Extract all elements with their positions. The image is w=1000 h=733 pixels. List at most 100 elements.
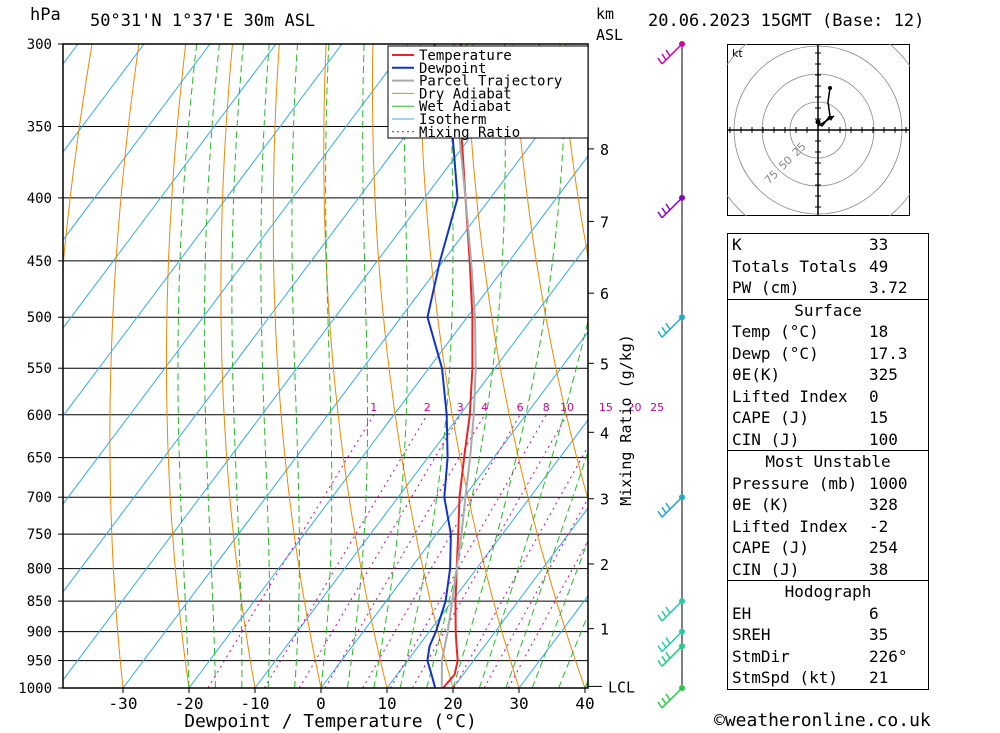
wind-barb-staff — [661, 647, 681, 667]
legend-label: Mixing Ratio — [419, 125, 520, 141]
wet-adiabat-line — [531, 539, 588, 688]
table-row: SREH 35 — [732, 625, 889, 644]
mixing-ratio-label: 6 — [517, 401, 524, 414]
height-tick-label: 7 — [600, 213, 609, 231]
wet-adiabat-line — [320, 44, 333, 688]
wet-adiabat-line — [478, 318, 588, 688]
height-tick-label: 3 — [600, 491, 609, 509]
wind-barb-staff — [661, 498, 681, 518]
isotherm-line — [254, 243, 588, 688]
isotherm-line — [0, 44, 12, 688]
hodograph-unit-label: kt — [732, 47, 743, 60]
table-row: EH 6 — [732, 603, 879, 623]
indices-block: K 33 Totals Totals 49 PW (cm) 3.72 — [728, 234, 928, 299]
isotherm-line — [63, 44, 211, 241]
height-tick-label: 2 — [600, 556, 609, 574]
surface-block: Surface Temp (°C) 18 Dewp (°C) 17.3 θE(K) 3… — [728, 298, 928, 451]
table-row: Pressure (mb) 1000 — [732, 473, 908, 493]
mixing-ratio-line — [389, 414, 547, 688]
wind-barb-staff — [661, 199, 681, 219]
wet-adiabat-line — [399, 44, 454, 688]
temperature-tick-label: 20 — [443, 694, 462, 713]
pressure-tick-label: 300 — [27, 37, 52, 53]
legend-label: Dewpoint — [419, 61, 486, 77]
dry-adiabat-line — [466, 44, 586, 688]
mixing-ratio-label: 15 — [599, 401, 613, 414]
wet-adiabat-line — [346, 44, 368, 688]
isotherm-line — [63, 44, 145, 153]
dry-adiabat-line — [272, 44, 322, 688]
wind-barb-feathers — [657, 637, 671, 653]
isotherm-line — [122, 67, 588, 688]
pressure-tick-label: 400 — [27, 191, 52, 207]
wind-barb-dot — [679, 643, 685, 650]
height-tick-label: 5 — [600, 355, 609, 373]
wind-barb-staff — [661, 318, 681, 338]
pressure-tick-label: 950 — [27, 654, 52, 670]
mixing-ratio-line — [298, 414, 461, 688]
wind-barb — [657, 318, 681, 338]
height-tick-label: 8 — [600, 141, 609, 159]
dry-adiabat-line — [372, 44, 454, 688]
temperature-tick-label: -10 — [241, 694, 270, 713]
wind-barb-feathers — [657, 322, 671, 338]
isotherm-line — [386, 419, 588, 688]
plot-frame — [62, 43, 589, 689]
temperature-tick-label: 40 — [575, 694, 594, 713]
wet-adiabat-line — [452, 44, 567, 688]
wind-barb-feathers — [657, 203, 671, 219]
wind-barb-feathers — [657, 502, 671, 518]
mixing-ratio-line — [207, 414, 375, 688]
table-row: CIN (J) 38 — [732, 559, 889, 579]
mixing-ratio-line — [411, 414, 568, 688]
wind-barb-feathers — [657, 693, 671, 709]
temperature-tick-label: 0 — [316, 694, 326, 713]
table-row: Temp (°C) 18 — [732, 322, 889, 341]
wind-barb-feathers — [657, 49, 671, 65]
table-row: Lifted Index 0 — [732, 386, 879, 406]
height-tick-label: 4 — [600, 424, 609, 442]
isotherm-line — [452, 507, 588, 688]
mixing-ratio-label: 20 — [627, 401, 641, 414]
isotherm-line — [63, 44, 541, 681]
dry-adiabat-line — [166, 44, 190, 688]
wind-barb — [657, 45, 681, 65]
mixing-ratio-line — [483, 497, 588, 688]
stability-table: K 33 Totals Totals 49 PW (cm) 3.72 Surface … — [727, 233, 929, 690]
height-unit-asl: ASL — [596, 26, 624, 44]
wet-adiabat-line — [426, 44, 506, 688]
wind-barb — [657, 647, 681, 667]
pressure-tick-label: 700 — [27, 490, 52, 506]
parcel-trajectory — [440, 44, 477, 688]
wet-adiabat-line — [373, 44, 409, 688]
wet-adiabat-line — [260, 44, 271, 688]
pressure-tick-label: 800 — [27, 562, 52, 578]
credit-text: ©weatheronline.co.uk — [714, 710, 931, 731]
wind-barb — [657, 199, 681, 219]
hodograph-title: Hodograph — [784, 582, 872, 601]
most-unstable-block: Most Unstable Pressure (mb) 1000 θE (K) 32… — [728, 450, 928, 580]
temperature-tick-label: -20 — [175, 694, 204, 713]
dry-adiabat-line — [63, 44, 93, 272]
mixing-ratio-label: 10 — [560, 401, 574, 414]
mixing-ratio-label: 1 — [370, 401, 377, 414]
wind-barb-dot — [679, 314, 685, 321]
lcl-label: LCL — [608, 678, 635, 696]
wet-adiabat-line — [203, 44, 220, 688]
pressure-tick-label: 550 — [27, 361, 52, 377]
pressure-tick-label: 1000 — [18, 681, 52, 697]
wet-adiabat-line — [291, 44, 300, 688]
table-row: CIN (J) 100 — [732, 429, 898, 449]
datetime-title: 20.06.2023 15GMT (Base: 12) — [648, 11, 925, 31]
table-row: CAPE (J) 15 — [732, 408, 889, 427]
isotherm-line — [63, 44, 343, 417]
mixing-ratio-label: 2 — [424, 401, 431, 414]
isotherm-line — [320, 331, 588, 688]
isotherm-line — [188, 155, 588, 688]
height-tick-label: 6 — [600, 285, 609, 303]
height-tick-label: 1 — [600, 621, 609, 639]
isotherm-line — [63, 44, 277, 329]
mixing-ratio-axis-title: Mixing Ratio (g/kg) — [617, 334, 635, 506]
legend-label: Parcel Trajectory — [419, 74, 562, 90]
